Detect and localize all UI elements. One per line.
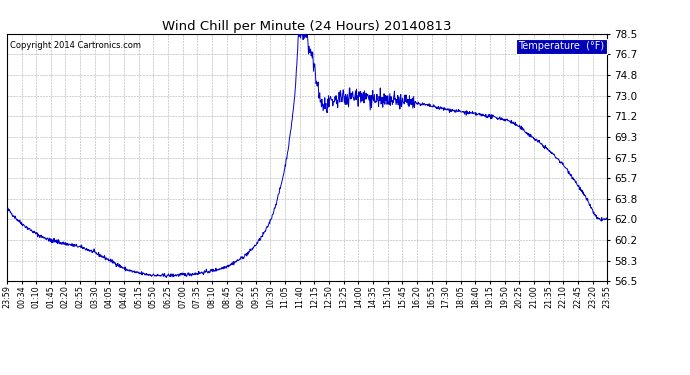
Text: Temperature  (°F): Temperature (°F)	[518, 41, 604, 51]
Title: Wind Chill per Minute (24 Hours) 20140813: Wind Chill per Minute (24 Hours) 2014081…	[162, 20, 452, 33]
Text: Copyright 2014 Cartronics.com: Copyright 2014 Cartronics.com	[10, 41, 141, 50]
